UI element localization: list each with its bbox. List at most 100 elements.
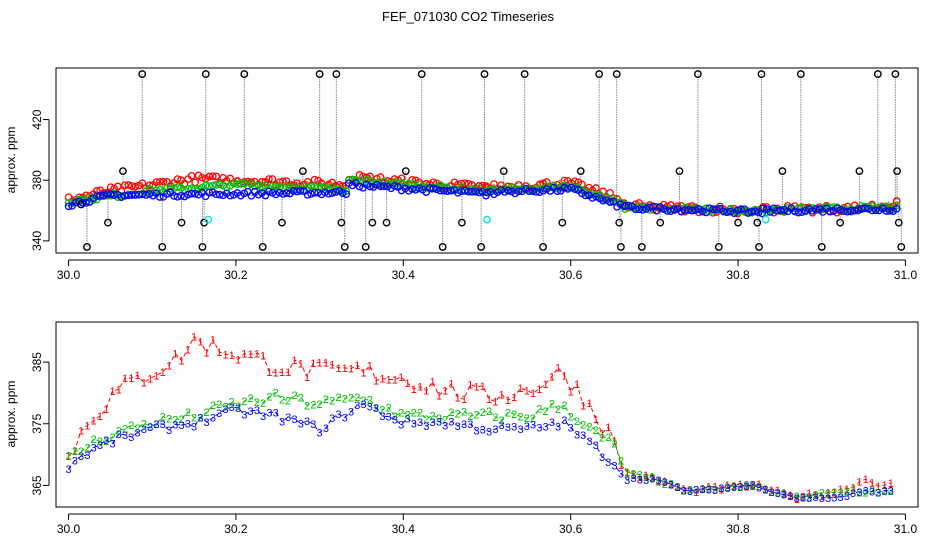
bottom-point-1: 1 <box>580 401 586 413</box>
bottom-point-2: 2 <box>819 487 825 499</box>
bottom-point-1: 1 <box>386 375 392 387</box>
top-black-point <box>417 70 426 78</box>
bottom-point-3: 3 <box>109 438 115 450</box>
bottom-point-3: 3 <box>448 416 454 428</box>
bottom-point-2: 2 <box>662 479 668 491</box>
bottom-point-3: 3 <box>637 475 643 487</box>
top-y-tick-label: 420 <box>30 109 44 129</box>
bottom-point-2: 2 <box>524 413 530 425</box>
bottom-point-1: 1 <box>806 488 812 500</box>
top-point-s3 <box>99 191 108 200</box>
bottom-point-2: 2 <box>492 412 498 424</box>
bottom-point-2: 2 <box>78 446 84 458</box>
bottom-point-1: 1 <box>612 435 618 447</box>
bottom-point-2: 2 <box>756 481 762 493</box>
bottom-point-1: 1 <box>536 384 542 396</box>
top-point-s3 <box>759 204 768 213</box>
top-point-s3 <box>464 187 473 196</box>
top-black-point <box>340 243 349 251</box>
bottom-point-2: 2 <box>103 436 109 448</box>
top-point-s2 <box>201 181 210 190</box>
bottom-series-1-line <box>68 335 891 500</box>
bottom-point-1: 1 <box>279 367 285 379</box>
bottom-point-1: 1 <box>856 477 862 489</box>
top-black-point <box>457 218 466 227</box>
top-black-point <box>637 243 646 251</box>
bottom-point-2: 2 <box>561 400 567 412</box>
bottom-point-3: 3 <box>499 420 505 432</box>
top-point-s3 <box>265 187 273 196</box>
bottom-point-2: 2 <box>185 407 191 419</box>
top-point-s3 <box>635 205 643 214</box>
bottom-point-1: 1 <box>699 484 705 496</box>
top-point-s3 <box>892 204 901 213</box>
bottom-point-1: 1 <box>574 379 580 391</box>
top-black-point <box>576 167 585 176</box>
bottom-y-tick-label: 385 <box>30 352 44 372</box>
top-point-s3 <box>78 198 87 207</box>
top-black-point <box>361 243 370 251</box>
bottom-point-2: 2 <box>768 487 774 499</box>
bottom-point-3: 3 <box>787 491 793 503</box>
bottom-point-1: 1 <box>637 472 643 484</box>
bottom-point-2: 2 <box>329 396 335 408</box>
bottom-point-3: 3 <box>838 492 844 504</box>
top-point-s3 <box>588 194 597 202</box>
top-point-s1 <box>131 182 140 191</box>
top-point-s3 <box>184 190 192 199</box>
bottom-point-3: 3 <box>354 400 360 412</box>
bottom-point-3: 3 <box>273 407 279 419</box>
bottom-point-3: 3 <box>204 417 210 429</box>
bottom-point-3: 3 <box>153 419 159 431</box>
top-x-tick-label: 30.4 <box>392 268 416 282</box>
top-point-s3 <box>191 189 199 198</box>
bottom-point-3: 3 <box>505 422 511 434</box>
bottom-point-1: 1 <box>373 375 379 387</box>
bottom-point-1: 1 <box>800 493 806 505</box>
top-point-s3 <box>355 182 364 191</box>
top-point-s1 <box>173 175 182 183</box>
bottom-point-3: 3 <box>266 407 272 419</box>
bottom-point-3: 3 <box>756 483 762 495</box>
bottom-point-3: 3 <box>122 430 128 442</box>
bottom-point-2: 2 <box>216 399 222 411</box>
top-point-s3 <box>390 182 399 190</box>
bottom-point-3: 3 <box>210 413 216 425</box>
bottom-point-2: 2 <box>310 400 316 412</box>
bottom-point-1: 1 <box>743 481 749 493</box>
bottom-point-3: 3 <box>517 424 523 436</box>
bottom-point-2: 2 <box>750 480 756 492</box>
top-point-s3 <box>868 206 876 215</box>
top-black-point <box>520 70 529 78</box>
bottom-point-3: 3 <box>473 426 479 438</box>
bottom-point-3: 3 <box>348 407 354 419</box>
top-point-s3 <box>177 191 185 200</box>
top-point-s3 <box>609 197 618 206</box>
bottom-point-3: 3 <box>794 493 800 505</box>
bottom-point-1: 1 <box>354 360 360 372</box>
bottom-point-2: 2 <box>442 415 448 427</box>
bottom-point-3: 3 <box>442 421 448 433</box>
bottom-point-1: 1 <box>480 381 486 393</box>
top-plot-area <box>64 70 906 251</box>
bottom-point-3: 3 <box>712 485 718 497</box>
bottom-point-1: 1 <box>455 392 461 404</box>
top-black-point <box>258 243 267 251</box>
top-point-s3 <box>103 190 112 198</box>
bottom-point-3: 3 <box>166 425 172 437</box>
bottom-point-3: 3 <box>411 419 417 431</box>
bottom-point-3: 3 <box>718 483 724 495</box>
bottom-point-3: 3 <box>888 486 894 498</box>
top-point-s3 <box>680 206 689 214</box>
bottom-point-3: 3 <box>825 493 831 505</box>
bottom-point-2: 2 <box>210 400 216 412</box>
bottom-point-2: 2 <box>549 398 555 410</box>
bottom-point-2: 2 <box>787 491 793 503</box>
bottom-point-2: 2 <box>66 451 72 463</box>
bottom-point-1: 1 <box>643 470 649 482</box>
top-point-s3 <box>483 188 491 197</box>
bottom-point-2: 2 <box>473 410 479 422</box>
bottom-point-1: 1 <box>750 481 756 493</box>
bottom-point-2: 2 <box>888 486 894 498</box>
top-black-point <box>836 218 845 227</box>
